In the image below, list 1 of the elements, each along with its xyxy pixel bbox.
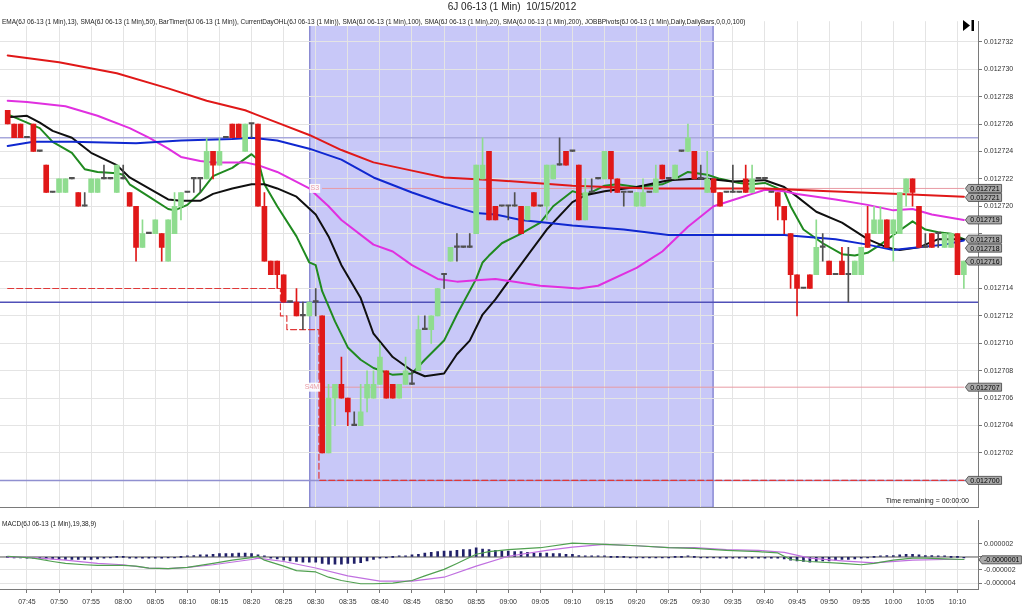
chart-title: 6J 06-13 (1 Min) 10/15/2012 — [446, 1, 578, 13]
